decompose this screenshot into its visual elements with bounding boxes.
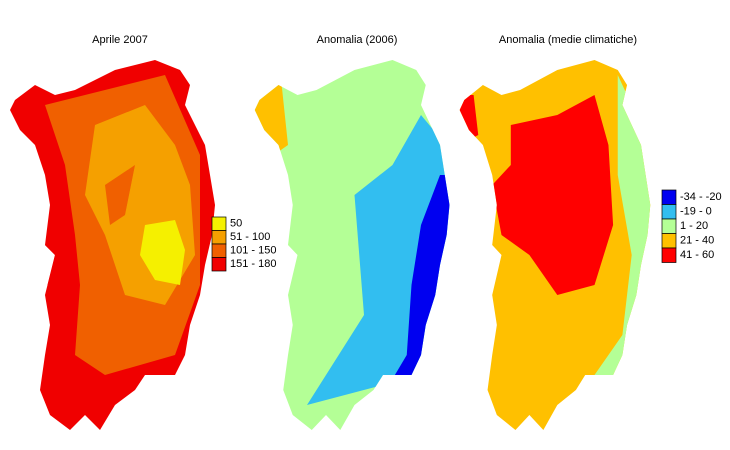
legend-label: 41 - 60 (680, 249, 714, 261)
legend-swatch (661, 189, 677, 205)
legend-label: 51 - 100 (230, 231, 270, 243)
map-zone (45, 245, 75, 325)
legend-label: 1 - 20 (680, 220, 708, 232)
map-zone (254, 60, 289, 165)
map-anomaly-2006 (254, 60, 450, 430)
map-title: Aprile 2007 (92, 34, 148, 46)
legend-label: -19 - 0 (680, 206, 712, 218)
legend-swatch (211, 243, 227, 258)
legend-swatch (661, 247, 677, 263)
map-title: Anomalia (2006) (317, 34, 398, 46)
map-zone (492, 95, 614, 295)
legend-label: -34 - -20 (680, 191, 722, 203)
map-april-2007 (10, 60, 215, 430)
legend-swatch (211, 230, 227, 245)
legend-swatch (211, 216, 227, 231)
legend-label: 151 - 180 (230, 258, 276, 270)
legend-label: 101 - 150 (230, 245, 276, 257)
legend: -34 - -20 -19 - 0 1 - 20 21 - 40 41 - 60 (661, 189, 722, 263)
legend-label: 21 - 40 (680, 235, 714, 247)
legend-swatch (661, 233, 677, 249)
legend-swatch (211, 257, 227, 272)
map-title: Anomalia (medie climatiche) (499, 34, 637, 46)
legend-swatch (661, 218, 677, 234)
legend-label: 50 (230, 218, 242, 230)
map-zone (105, 165, 135, 225)
legend-swatch (661, 204, 677, 220)
map-zone (140, 220, 185, 285)
map-anomaly-climate (459, 60, 651, 430)
